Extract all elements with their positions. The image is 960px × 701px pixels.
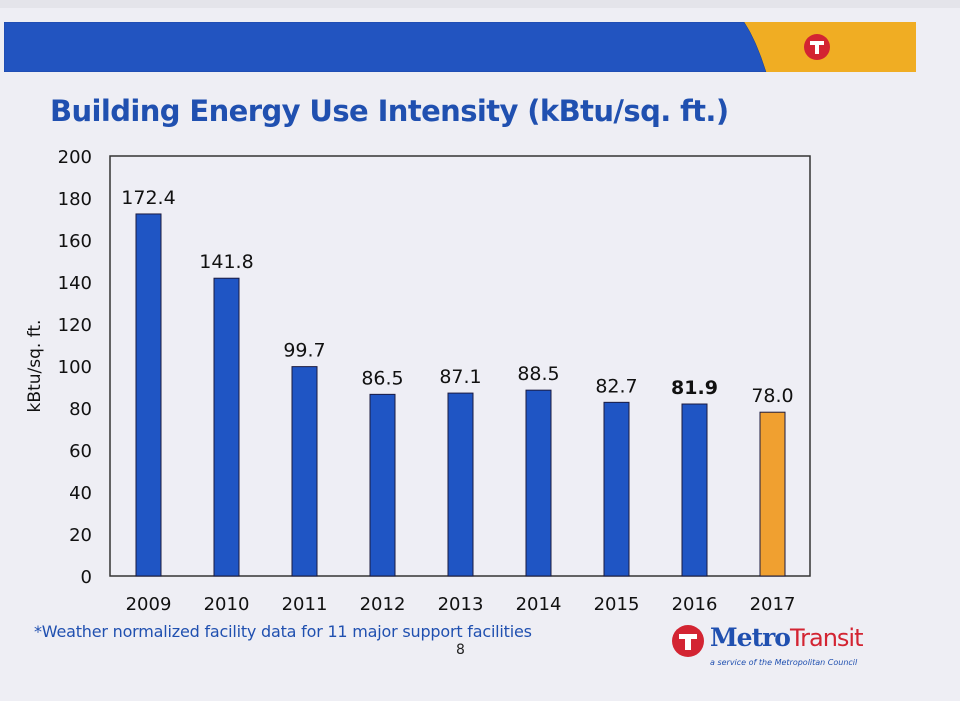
bar-2009 [135,213,162,577]
y-tick-label: 60 [69,441,92,462]
x-tick-label: 2009 [126,594,172,615]
logo-wordmark: MetroTransit [710,623,863,652]
bar-2017 [759,411,786,577]
y-tick-label: 180 [58,189,92,210]
y-tick-label: 160 [58,231,92,252]
x-tick-label: 2013 [438,594,484,615]
data-label: 86.5 [361,367,403,389]
bar-2016 [681,403,708,577]
y-tick-label: 40 [69,483,92,504]
y-tick-label: 100 [58,357,92,378]
bar-2012 [369,393,396,577]
x-tick-label: 2017 [750,594,796,615]
bar-2015 [603,401,630,577]
header-banner [4,22,916,72]
logo-metro-text: Metro [710,623,791,652]
y-axis-label: kBtu/sq. ft. [25,320,45,413]
y-tick-label: 200 [58,147,92,168]
data-label: 141.8 [199,251,253,273]
page-top-edge [0,0,960,8]
x-tick-label: 2014 [516,594,562,615]
metro-transit-t-icon [672,625,704,657]
metro-transit-t-icon [804,34,830,60]
x-tick-label: 2012 [360,594,406,615]
data-label: 172.4 [121,187,175,209]
y-tick-label: 80 [69,399,92,420]
data-label: 78.0 [751,385,793,407]
y-tick-label: 0 [81,567,92,588]
data-label: 81.9 [671,377,718,399]
logo-transit-text: Transit [789,624,863,652]
data-label: 99.7 [283,340,325,362]
data-label: 87.1 [439,366,481,388]
y-tick-label: 140 [58,273,92,294]
x-tick-label: 2015 [594,594,640,615]
banner-blue-swoosh [4,22,767,72]
y-tick-label: 120 [58,315,92,336]
bar-2010 [213,277,240,577]
bar-2011 [291,366,318,577]
logo-tagline: a service of the Metropolitan Council [710,658,858,667]
x-tick-label: 2010 [204,594,250,615]
x-tick-label: 2016 [672,594,718,615]
bar-2014 [525,389,552,577]
x-tick-label: 2011 [282,594,328,615]
bar-2013 [447,392,474,577]
data-label: 88.5 [517,363,559,385]
slide-title: Building Energy Use Intensity (kBtu/sq. … [50,94,729,128]
y-tick-label: 20 [69,525,92,546]
data-label: 82.7 [595,375,637,397]
metro-transit-logo: MetroTransit a service of the Metropolit… [672,623,892,673]
footnote: *Weather normalized facility data for 11… [34,622,532,641]
page-number: 8 [456,642,465,658]
